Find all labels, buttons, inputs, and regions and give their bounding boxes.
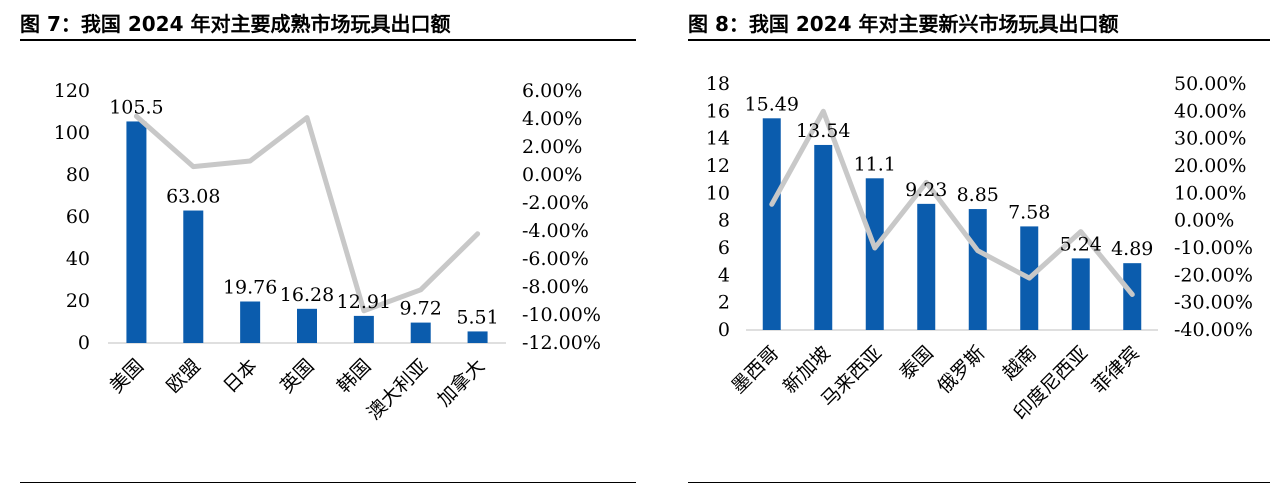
bar [1071, 258, 1090, 330]
bar-value-label: 63.08 [166, 186, 220, 208]
bar [814, 144, 833, 330]
y-left-tick-label: 120 [54, 80, 90, 102]
y-right-tick-label: 6.00% [522, 80, 582, 102]
y-right-tick-label: 2.00% [522, 136, 582, 158]
bar [410, 322, 431, 343]
y-right-tick-label: -6.00% [522, 248, 589, 270]
x-category-label: 英国 [276, 355, 318, 397]
bar [917, 203, 936, 330]
bar-value-label: 8.85 [957, 184, 999, 206]
x-category-label: 欧盟 [162, 355, 204, 397]
y-right-tick-label: 0.00% [522, 164, 582, 186]
bottom-rule [688, 482, 1270, 483]
y-left-tick-label: 16 [706, 100, 730, 122]
x-category-label: 美国 [106, 355, 148, 397]
bar-value-label: 7.58 [1008, 201, 1050, 223]
y-left-tick-label: 18 [706, 73, 730, 95]
y-right-tick-label: 0.00% [1174, 210, 1234, 232]
y-right-tick-label: -8.00% [522, 276, 589, 298]
figure-title: 图 8：我国 2024 年对主要新兴市场玩具出口额 [688, 12, 1119, 36]
y-left-tick-label: 0 [718, 319, 730, 341]
y-right-tick-label: -40.00% [1174, 319, 1253, 341]
bar-value-label: 5.51 [456, 306, 498, 328]
bar-value-label: 105.5 [109, 96, 163, 118]
y-right-tick-label: -20.00% [1174, 264, 1253, 286]
y-right-tick-label: 4.00% [522, 108, 582, 130]
y-right-tick-label: 10.00% [1174, 182, 1246, 204]
bar-value-label: 16.28 [280, 284, 334, 306]
chart-emerging-markets: 0 2 4 6 8 10 12 14 16 18 -40.00% -30.00% -20.00% -10.… [706, 73, 1253, 425]
bar-value-label: 12.91 [337, 291, 391, 313]
y-left-tick-label: 2 [718, 292, 730, 314]
growth-rate-line [769, 108, 1135, 297]
bar [467, 331, 488, 343]
x-category-label: 澳大利亚 [363, 355, 432, 424]
y-left-tick-label: 0 [78, 332, 90, 354]
y-left-tick-label: 14 [706, 128, 730, 150]
bar [183, 210, 204, 343]
x-category-label: 墨西哥 [727, 342, 783, 398]
growth-rate-line [133, 113, 481, 314]
chart-panel-mature-markets: 图 7：我国 2024 年对主要成熟市场玩具出口额 0 20 40 60 80 100 12… [20, 12, 636, 483]
bar-value-label: 9.23 [905, 179, 947, 201]
bar [126, 121, 147, 343]
title-rule [688, 39, 1270, 41]
bottom-rule [20, 482, 636, 483]
y-left-tick-label: 8 [718, 210, 730, 232]
bar [762, 118, 781, 330]
y-left-tick-label: 6 [718, 237, 730, 259]
x-category-label: 韩国 [333, 355, 375, 397]
bar-value-label: 15.49 [745, 93, 799, 115]
y-right-tick-label: -12.00% [522, 332, 601, 354]
y-right-tick-label: 20.00% [1174, 155, 1246, 177]
bar [865, 178, 884, 330]
x-category-label: 俄罗斯 [933, 342, 989, 398]
bar [353, 315, 374, 343]
chart-mature-markets: 0 20 40 60 80 100 120 -12.00% -10.00% -8.00% -6.00… [54, 80, 601, 424]
y-right-tick-label: 40.00% [1174, 100, 1246, 122]
figure-title: 图 7：我国 2024 年对主要成熟市场玩具出口额 [20, 12, 451, 36]
y-left-tick-label: 10 [706, 182, 730, 204]
y-left-tick-label: 4 [718, 264, 730, 286]
chart-panel-emerging-markets: 图 8：我国 2024 年对主要新兴市场玩具出口额 0 2 4 6 8 10 12 14 16 1… [686, 0, 1278, 485]
bar [297, 308, 317, 343]
title-rule [20, 39, 636, 41]
y-left-tick-label: 40 [66, 248, 90, 270]
x-category-label: 泰国 [895, 342, 937, 384]
y-left-tick-label: 100 [54, 122, 90, 144]
y-right-tick-label: 50.00% [1174, 73, 1246, 95]
x-category-label: 日本 [219, 355, 261, 397]
bar-value-label: 13.54 [796, 120, 850, 142]
x-category-label: 加拿大 [433, 354, 490, 411]
y-right-tick-label: -10.00% [1174, 237, 1253, 259]
bar-value-label: 9.72 [400, 298, 442, 320]
y-right-tick-label: 30.00% [1174, 128, 1246, 150]
y-left-tick-label: 20 [66, 290, 90, 312]
y-left-tick-label: 80 [66, 164, 90, 186]
y-right-tick-label: -30.00% [1174, 292, 1253, 314]
y-left-tick-label: 60 [66, 206, 90, 228]
bar [240, 301, 261, 343]
y-right-tick-label: -4.00% [522, 220, 589, 242]
bar-value-label: 11.1 [854, 153, 896, 175]
bar-value-label: 5.24 [1060, 233, 1102, 255]
y-right-tick-label: -2.00% [522, 192, 589, 214]
bar-value-label: 19.76 [223, 277, 277, 299]
y-right-tick-label: -10.00% [522, 304, 601, 326]
bar [968, 209, 987, 330]
bar-value-label: 4.89 [1111, 238, 1153, 260]
x-category-label: 越南 [998, 342, 1040, 384]
x-category-label: 菲律宾 [1088, 342, 1144, 398]
y-left-tick-label: 12 [706, 155, 730, 177]
